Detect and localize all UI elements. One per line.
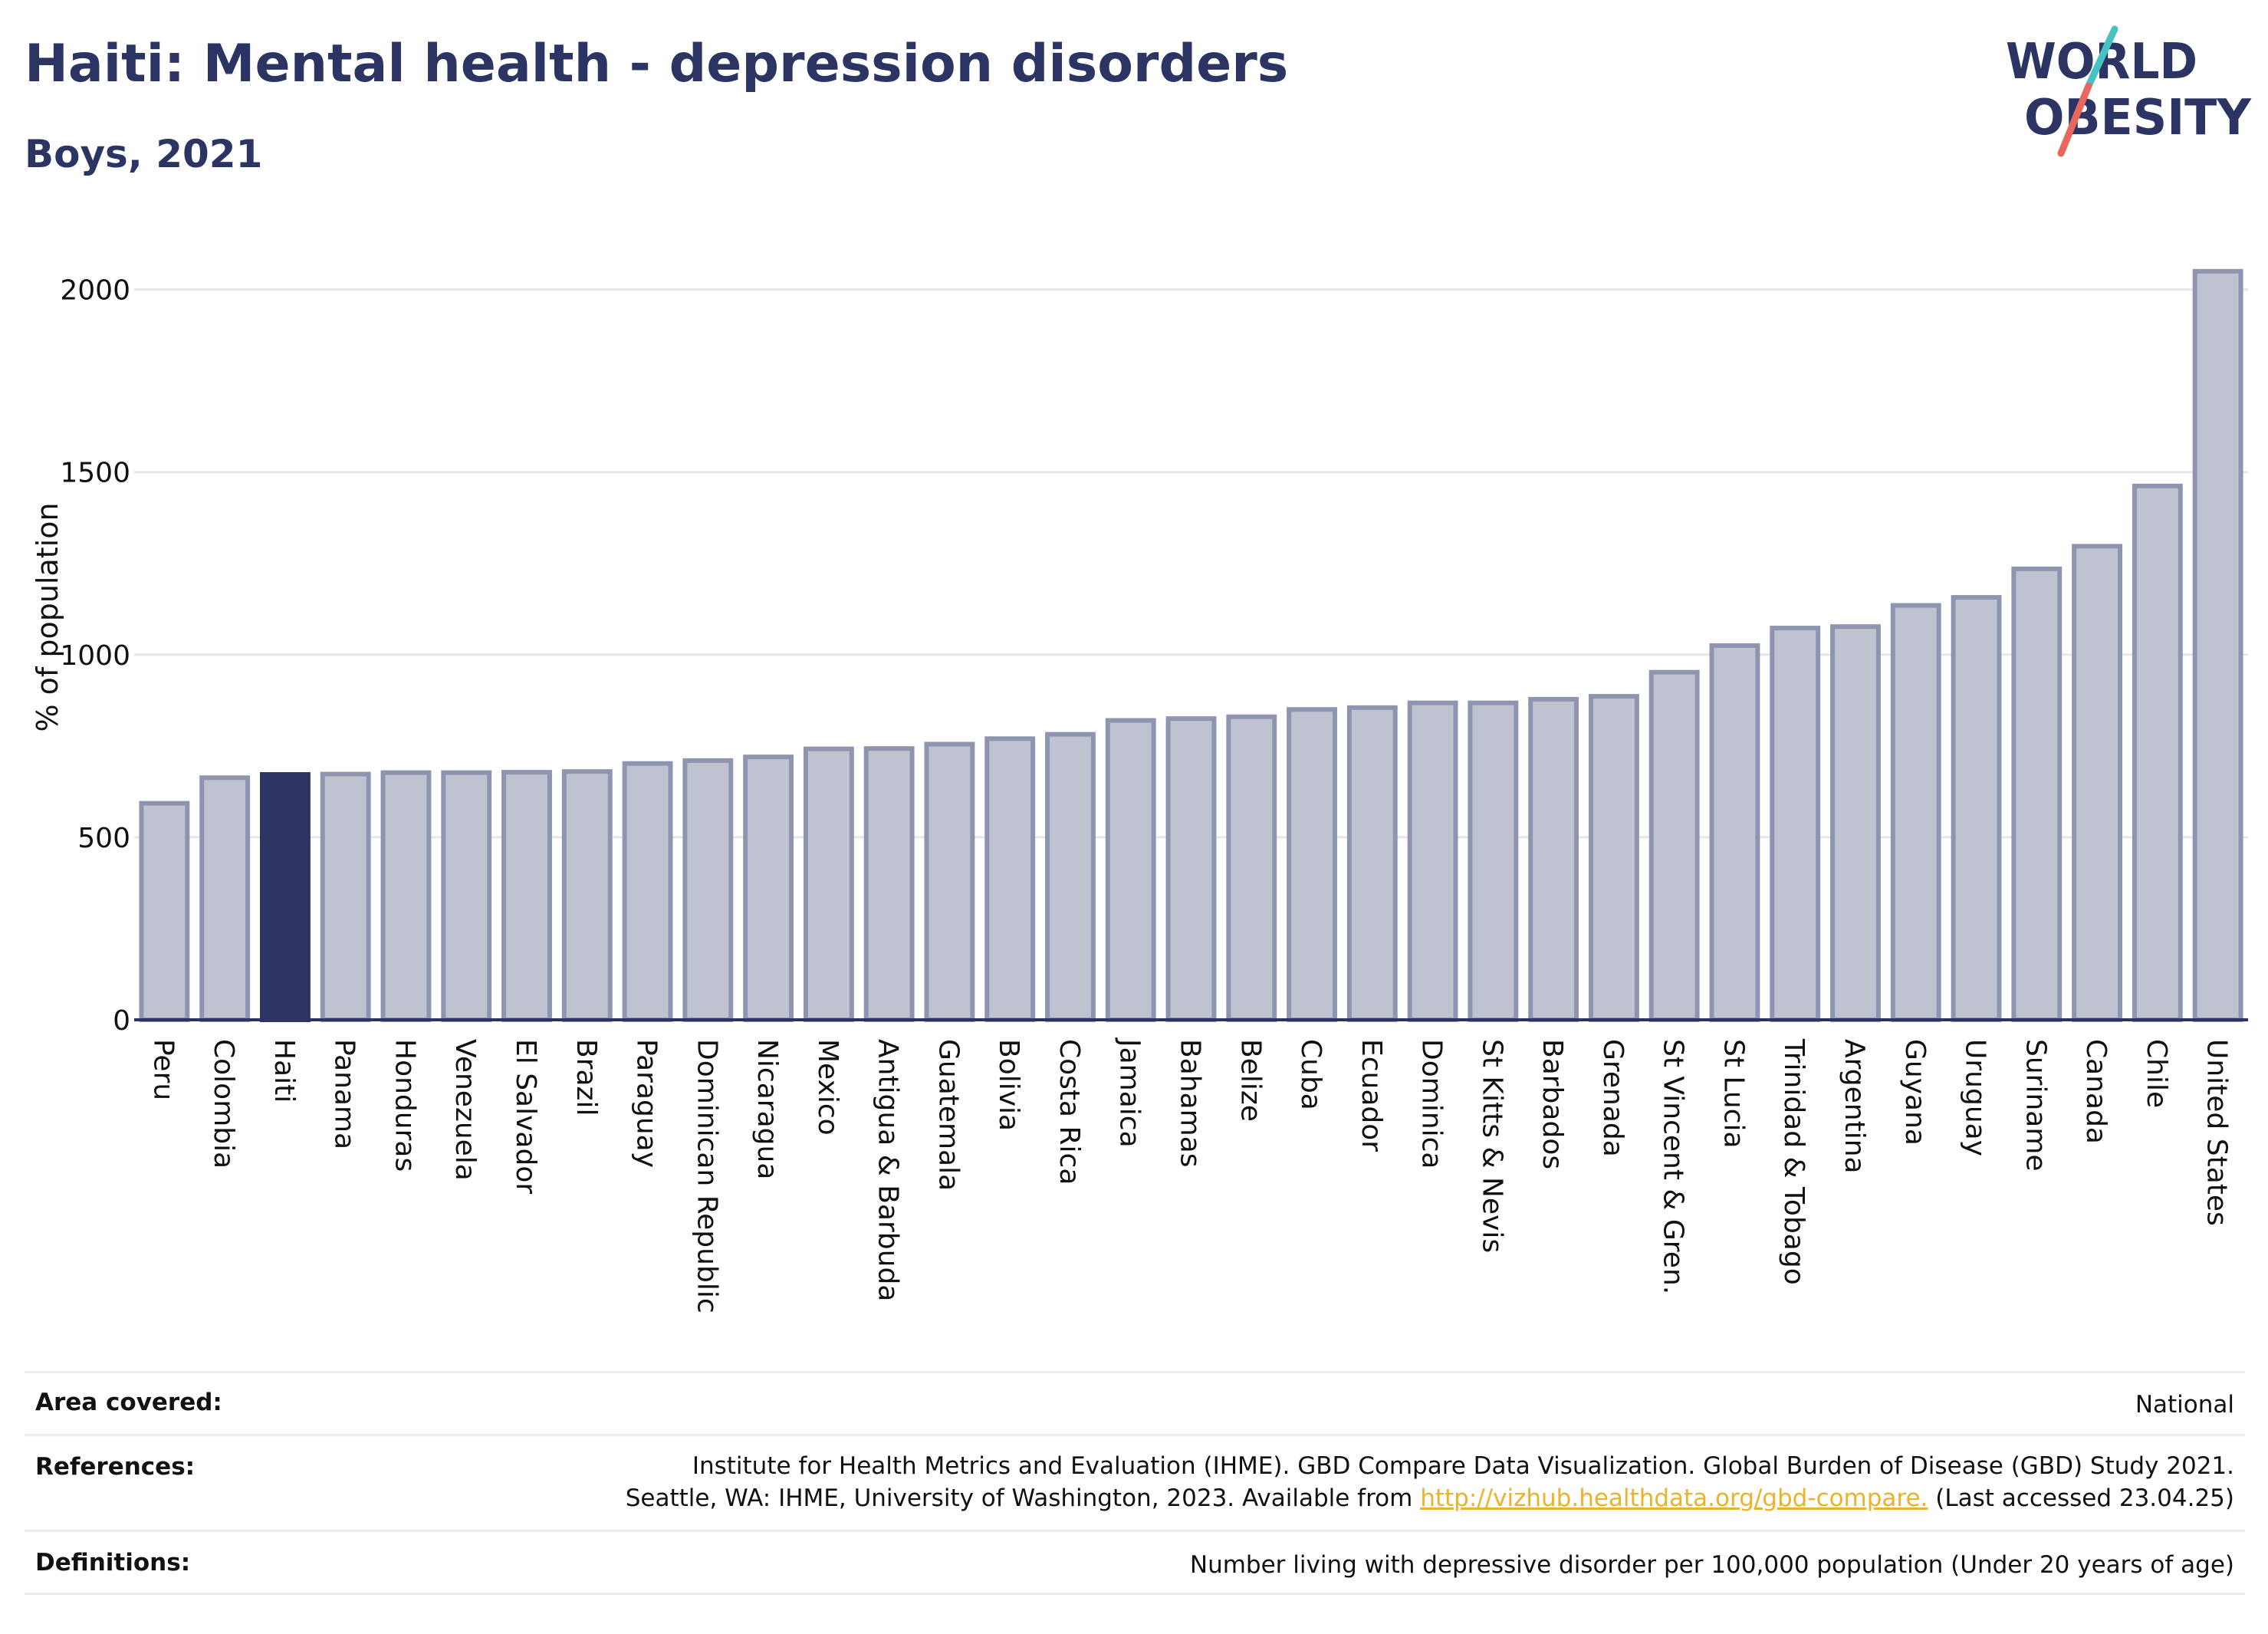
x-tick-label: Chile <box>2141 1039 2172 1108</box>
x-tick-label: Suriname <box>2020 1039 2051 1172</box>
bar-jamaica <box>1105 718 1156 1022</box>
bar-canada <box>2072 544 2123 1022</box>
logo-slash-coral <box>2057 82 2092 157</box>
bar-ecuador <box>1346 705 1398 1022</box>
bar-belize <box>1226 714 1277 1022</box>
bar-united-states <box>2192 268 2243 1022</box>
references-line1: Institute for Health Metrics and Evaluat… <box>692 1452 2234 1480</box>
references-link[interactable]: http://vizhub.healthdata.org/gbd-compare… <box>1420 1484 1928 1512</box>
x-tick-label: Cuba <box>1295 1039 1326 1110</box>
x-tick-label: United States <box>2201 1039 2233 1226</box>
x-tick-label: Argentina <box>1839 1039 1870 1174</box>
bar-paraguay <box>622 761 673 1022</box>
bar-dominica <box>1407 700 1458 1023</box>
bar-antigua-barbuda <box>863 746 915 1022</box>
x-tick-label: Costa Rica <box>1053 1039 1085 1185</box>
bar-barbados <box>1528 696 1579 1023</box>
bar-st-vincent-gren- <box>1648 669 1700 1023</box>
chart-subtitle: Boys, 2021 <box>25 132 263 176</box>
bar-venezuela <box>441 770 492 1022</box>
definitions-label: Definitions: <box>35 1549 191 1576</box>
references-value: Institute for Health Metrics and Evaluat… <box>626 1450 2234 1514</box>
x-tick-label: Uruguay <box>1960 1039 1991 1156</box>
bar-bahamas <box>1165 716 1217 1023</box>
area-covered-label: Area covered: <box>35 1389 222 1416</box>
references-line2-prefix: Seattle, WA: IHME, University of Washing… <box>625 1484 1421 1512</box>
x-tick-label: Dominica <box>1416 1039 1448 1169</box>
x-tick-label: Peru <box>147 1039 179 1100</box>
x-tick-label: Ecuador <box>1356 1039 1387 1152</box>
x-tick-label: Jamaica <box>1114 1037 1146 1148</box>
bar-panama <box>320 771 371 1022</box>
x-tick-label: Guyana <box>1899 1039 1931 1146</box>
definitions-value: Number living with depressive disorder p… <box>1189 1551 2234 1579</box>
x-tick-label: St Vincent & Gren. <box>1658 1039 1689 1294</box>
y-tick-label: 500 <box>77 823 130 854</box>
x-tick-label: Nicaragua <box>751 1039 783 1179</box>
x-tick-label: Bolivia <box>993 1039 1024 1131</box>
x-tick-label: Haiti <box>268 1039 300 1103</box>
x-tick-label: Paraguay <box>631 1039 662 1168</box>
y-tick-label: 0 <box>113 1005 130 1037</box>
logo-line2: OBESITY <box>2024 90 2252 146</box>
bar-argentina <box>1830 624 1881 1022</box>
y-tick-label: 1500 <box>60 458 130 489</box>
references-label: References: <box>35 1453 196 1481</box>
chart-title: Haiti: Mental health - depression disord… <box>25 34 1289 94</box>
bar-costa-rica <box>1045 732 1096 1022</box>
x-tick-label: Mexico <box>812 1039 843 1136</box>
bar-uruguay <box>1951 595 2002 1022</box>
bar-grenada <box>1588 694 1639 1022</box>
x-tick-label: Barbados <box>1537 1039 1568 1169</box>
bar-haiti <box>259 772 311 1022</box>
x-tick-label: Colombia <box>208 1039 239 1169</box>
references-line2: Seattle, WA: IHME, University of Washing… <box>626 1482 2234 1514</box>
bar-guatemala <box>924 741 975 1022</box>
bar-chart: 0 500 1000 1500 2000 Peru Colombia Haiti Panama H… <box>31 268 2248 1313</box>
references-line2-suffix: (Last accessed 23.04.25) <box>1928 1484 2234 1512</box>
bar-mexico <box>803 746 854 1023</box>
x-tick-label: Antigua & Barbuda <box>873 1039 904 1301</box>
bar-brazil <box>561 769 613 1022</box>
logo-slash-teal <box>2085 25 2118 90</box>
x-tick-label: Dominican Republic <box>691 1039 722 1313</box>
bar-el-salvador <box>501 770 552 1023</box>
bar-honduras <box>380 770 432 1022</box>
bar-chile <box>2132 483 2183 1022</box>
bar-bolivia <box>984 736 1036 1022</box>
x-tick-label: St Lucia <box>1717 1039 1749 1149</box>
bar-nicaragua <box>743 755 794 1023</box>
bar-colombia <box>199 775 251 1022</box>
bar-trinidad-tobago <box>1770 626 1821 1022</box>
y-tick-label: 2000 <box>60 275 130 307</box>
x-tick-label: Venezuela <box>449 1039 481 1181</box>
bar-dominican-republic <box>682 758 734 1023</box>
bar-peru <box>139 801 190 1022</box>
area-covered-row: Area covered: National <box>25 1371 2245 1436</box>
x-tick-label: Bahamas <box>1175 1039 1206 1168</box>
x-tick-label: Panama <box>329 1039 360 1149</box>
info-table: Area covered: National References: Insti… <box>25 1371 2245 1601</box>
x-tick-label: Belize <box>1234 1039 1266 1122</box>
bar-st-kitts-nevis <box>1468 700 1519 1023</box>
definitions-row: Definitions: Number living with depressi… <box>25 1530 2245 1595</box>
x-tick-label: Guatemala <box>932 1039 964 1191</box>
x-tick-label: Canada <box>2080 1039 2112 1144</box>
area-covered-value: National <box>2135 1391 2234 1419</box>
x-tick-label: Honduras <box>389 1039 420 1172</box>
bar-cuba <box>1287 707 1337 1022</box>
x-tick-label: Trinidad & Tobago <box>1778 1038 1809 1285</box>
world-obesity-logo: WORLD OBESITY <box>2006 25 2252 157</box>
bar-st-lucia <box>1709 643 1760 1023</box>
x-tick-label: Grenada <box>1597 1039 1629 1157</box>
references-row: References: Institute for Health Metrics… <box>25 1434 2245 1532</box>
x-tick-label: Brazil <box>570 1039 602 1116</box>
bar-guyana <box>1890 603 1941 1022</box>
bar-suriname <box>2011 566 2063 1022</box>
y-axis-label: % of population <box>31 502 64 732</box>
y-tick-label: 1000 <box>60 640 130 672</box>
x-tick-label: St Kitts & Nevis <box>1476 1039 1507 1253</box>
x-tick-label: El Salvador <box>510 1039 541 1194</box>
